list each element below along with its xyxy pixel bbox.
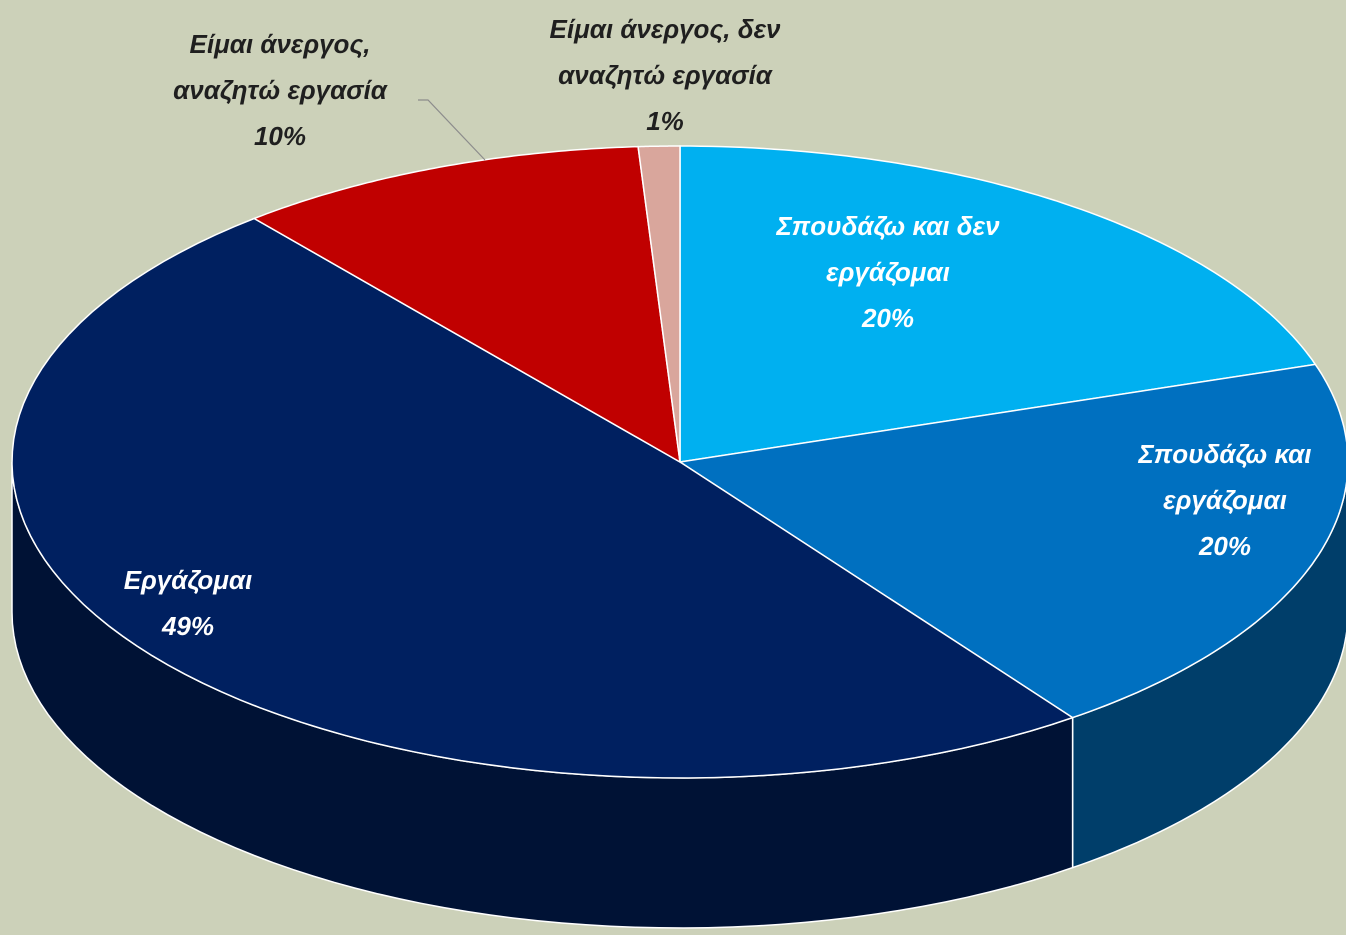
slice-percent: 20% — [861, 303, 915, 333]
slice — [252, 145, 681, 464]
slice — [11, 217, 1075, 779]
data-label: Σπουδάζω και εργάζομαι 20% — [1105, 431, 1345, 569]
slice-name: Εργάζομαι — [123, 565, 253, 595]
data-label: Είμαι άνεργος, αναζητώ εργασία 10% — [145, 21, 415, 159]
data-label: Σπουδάζω και δεν εργάζομαι 20% — [738, 203, 1038, 341]
slice-name: Σπουδάζω και δεν εργάζομαι — [776, 211, 1000, 287]
slice-percent: 1% — [646, 106, 684, 136]
slice-percent: 20% — [1198, 531, 1252, 561]
slice-percent: 49% — [161, 611, 215, 641]
slice — [637, 145, 681, 463]
slice-percent: 10% — [253, 121, 307, 151]
slice — [677, 363, 1346, 719]
slice-name: Σπουδάζω και εργάζομαι — [1138, 439, 1312, 515]
slice-name: Είμαι άνεργος, αναζητώ εργασία — [173, 29, 387, 105]
slice-name: Είμαι άνεργος, δεν αναζητώ εργασία — [549, 14, 781, 90]
leader-line — [418, 99, 486, 161]
data-label: Εργάζομαι 49% — [68, 557, 308, 649]
slice — [679, 145, 1317, 463]
data-label: Είμαι άνεργος, δεν αναζητώ εργασία 1% — [505, 6, 825, 144]
